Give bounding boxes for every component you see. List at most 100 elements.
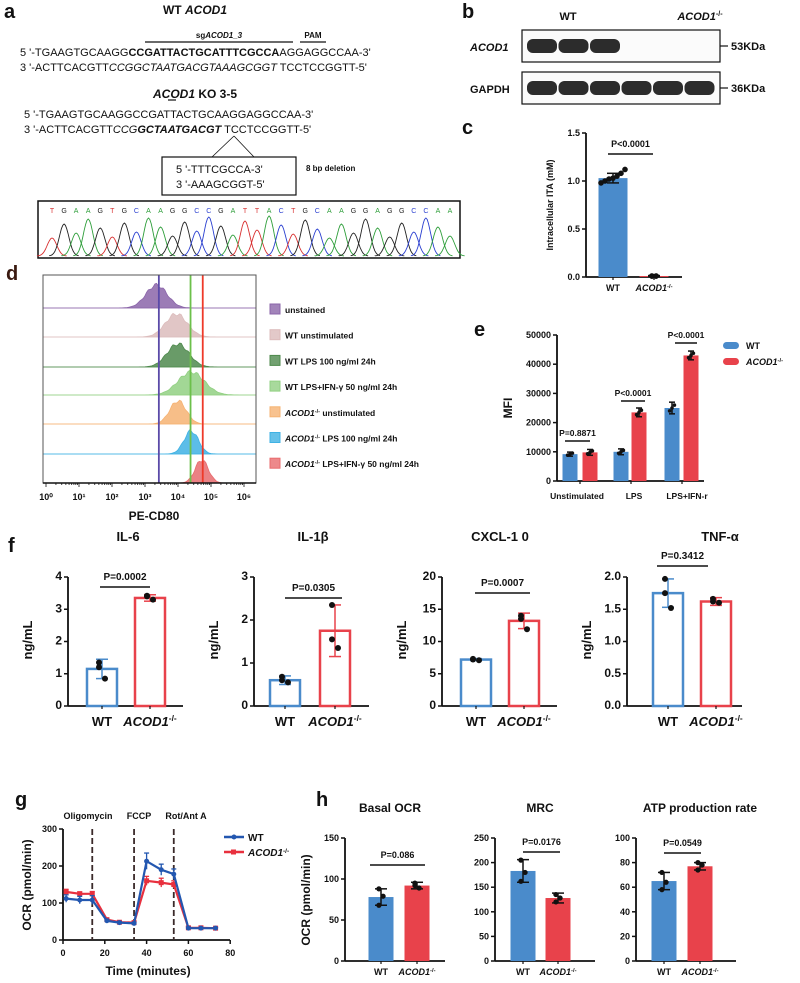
chromatogram-peak [217,234,248,257]
x-tick-label: WT [275,714,295,729]
x-tick-label: 60 [183,948,193,958]
data-point [634,412,639,417]
y-tick-label: 0 [484,956,489,966]
legend-label: WT [248,833,264,844]
y-tick-label: 60 [620,882,630,892]
x-tick-label: 0 [60,948,65,958]
y-tick-label: 150 [474,882,489,892]
chart-title: CXCL-1 0 [471,529,529,544]
chromatogram-base: G [363,208,368,215]
y-tick-label: 5 [429,666,436,680]
chart-title: ATP production rate [643,801,758,815]
y-tick-label: 1 [55,666,62,680]
y-tick-label: 0 [334,956,339,966]
y-tick-label: 1.5 [567,128,580,138]
significance-label: P=0.0007 [481,578,525,589]
chromatogram-base: G [182,208,187,215]
y-tick-label: 200 [42,861,57,871]
data-point [553,891,559,898]
y-tick-label: 2.0 [604,569,621,583]
data-point [412,882,418,889]
y-axis-label: ng/mL [206,620,221,659]
y-tick-label: 4 [55,569,62,583]
data-point [158,880,164,886]
data-point [96,664,102,671]
chromatogram-peak [169,221,200,257]
bar-ACOD1-/--Unstimulated [582,452,598,481]
data-point [518,878,524,884]
y-axis-label: ng/mL [579,620,594,659]
x-tick-label: 20 [100,948,110,958]
chromatogram-peak [205,225,236,257]
chromatogram-peak [290,219,321,257]
data-point [476,657,482,664]
histogram-5 [43,429,256,455]
x-tick-label: WT [466,714,486,729]
y-tick-label: 1.5 [604,601,621,615]
x-tick-label: 10² [105,492,118,502]
legend-swatch [269,329,281,341]
data-point [699,862,705,868]
legend-swatch [269,354,281,366]
y-tick-label: 50 [479,931,489,941]
chromatogram-peak [314,237,345,257]
data-point [63,889,69,895]
legend-swatch [269,303,281,315]
wt-sequence-line: 5 '-TGAAGTGCAAGGCCGATTACTGCATTTCGCCAAGGA… [20,47,371,59]
ko-sequence-line: 5 '-TGAAGTGCAAGGCCGATTACTGCAAGGAGGCCAA-3… [24,109,313,121]
y-tick-label: 100 [42,898,57,908]
chromatogram-peak [386,222,417,257]
chart-title: IL-6 [116,529,139,544]
bar-ACOD1-/- [687,866,713,961]
y-tick-label: 3 [55,601,62,615]
significance-label: P=0.8871 [559,428,596,438]
x-tick-label: ACOD1-/- [307,713,362,729]
chromatogram-peak [398,231,429,257]
y-axis-label: OCR (pmol/min) [20,839,34,930]
legend-label: ACOD1-/- [247,848,289,860]
data-point [557,895,563,901]
x-tick-label: Unstimulated [550,491,604,501]
y-axis-label: OCR (pmol/min) [299,854,313,945]
y-tick-label: 2 [241,612,248,626]
data-point [380,893,386,899]
histogram-6 [43,460,256,484]
y-tick-label: 20 [423,569,437,583]
data-point [668,604,674,611]
bar-WT [651,591,685,708]
legend-label: unstained [285,305,325,315]
bar-WT [651,881,677,961]
blot-band [590,39,620,53]
x-tick-label: 10⁵ [204,492,218,502]
chromatogram-peak [254,215,284,257]
x-tick-label: ACOD1-/- [538,967,576,977]
bar-ACOD1-/- [545,898,571,961]
y-tick-label: 50 [329,915,339,925]
data-point [670,406,674,410]
y-tick-label: 2 [55,634,62,648]
chromatogram-peak [241,229,272,257]
x-tick-label: ACOD1-/- [397,967,435,977]
data-point [63,896,69,902]
data-point [335,644,341,651]
data-point [689,353,693,358]
data-point [329,636,335,643]
y-tick-label: 250 [474,833,489,843]
legend-label: ACOD1-/- LPS 100 ng/ml 24h [284,434,397,444]
data-point [716,599,722,606]
chromatogram-base: G [170,208,175,215]
y-tick-label: 150 [324,833,339,843]
chromatogram-base: T [50,208,55,215]
chromatogram-base: C [411,208,416,215]
data-point [158,867,164,873]
data-point [150,596,156,603]
significance-label: P<0.0001 [611,139,650,149]
y-tick-label: 1.0 [604,634,621,648]
chromatogram-base: G [399,208,404,215]
legend-swatch [723,342,739,349]
chromatogram-base: G [218,208,223,215]
chromatogram-peak [278,233,308,257]
chromatogram-peak [133,217,164,257]
data-point [116,920,122,926]
significance-label: P=0.0305 [292,583,336,594]
